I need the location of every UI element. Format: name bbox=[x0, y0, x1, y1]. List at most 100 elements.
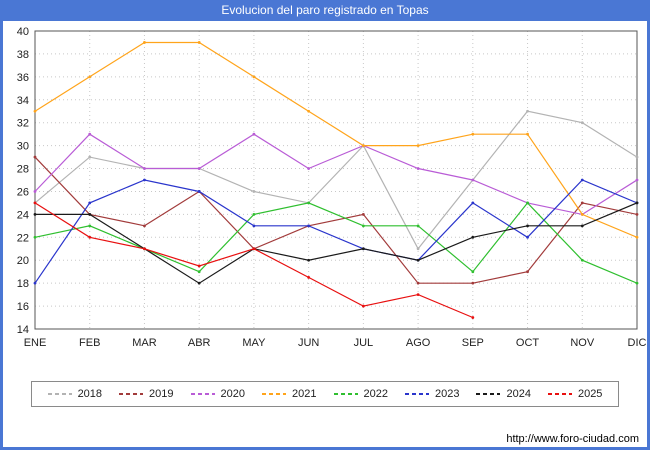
series-2025-point bbox=[307, 276, 311, 279]
series-2018-point bbox=[88, 155, 92, 159]
series-2019-point bbox=[635, 212, 639, 216]
series-2018-point bbox=[635, 155, 639, 159]
series-2025-point bbox=[88, 235, 92, 239]
legend-item-2023: 2023 bbox=[404, 388, 459, 400]
legend-swatch-2019 bbox=[119, 393, 144, 395]
series-2023-point bbox=[307, 224, 311, 228]
legend-item-2020: 2020 bbox=[190, 388, 245, 400]
series-2023-line bbox=[34, 179, 638, 284]
series-2021-point bbox=[580, 212, 584, 216]
series-2021-point bbox=[252, 75, 256, 79]
series-2020-point bbox=[307, 167, 311, 170]
series-2020-point bbox=[471, 178, 475, 182]
series-2018 bbox=[33, 109, 639, 251]
series-2022-point bbox=[580, 258, 584, 262]
series-2021-line bbox=[34, 41, 638, 238]
series-2019-point bbox=[361, 212, 365, 216]
series-2018-point bbox=[416, 247, 420, 251]
series-2024-point bbox=[526, 224, 529, 228]
series-2022-point bbox=[471, 270, 475, 274]
series-2023-point bbox=[252, 224, 256, 228]
legend-item-2025: 2025 bbox=[547, 388, 603, 400]
series-2020-point bbox=[33, 190, 37, 193]
svg-text:FEB: FEB bbox=[79, 337, 100, 349]
svg-text:18: 18 bbox=[17, 278, 29, 290]
legend-item-2022: 2022 bbox=[333, 388, 388, 400]
series-2024-point bbox=[197, 281, 201, 285]
series-2020-point bbox=[252, 132, 256, 136]
svg-text:AGO: AGO bbox=[406, 337, 431, 349]
legend-item-2024: 2024 bbox=[476, 388, 531, 400]
legend-swatch-2022 bbox=[333, 393, 358, 395]
series-2024-point bbox=[416, 258, 420, 262]
series-2024-point bbox=[635, 201, 639, 205]
legend-swatch-2023 bbox=[404, 393, 429, 395]
chart-title: Evolucion del paro registrado en Topas bbox=[0, 0, 650, 21]
svg-text:NOV: NOV bbox=[570, 337, 595, 349]
legend-swatch-2018 bbox=[47, 393, 72, 395]
svg-text:MAY: MAY bbox=[242, 337, 266, 349]
legend-label-2018: 2018 bbox=[77, 388, 103, 400]
chart-panel: 14 16 18 20 22 24 26 28 30 32 34 36 38 40 ENE FEB MAR ABR… bbox=[3, 21, 647, 447]
legend-swatch-2025 bbox=[547, 393, 572, 395]
y-axis-labels: 14 16 18 20 22 24 26 28 30 32 34 36 38 40 bbox=[17, 26, 29, 336]
series-2022-point bbox=[416, 224, 420, 228]
series-2024-line bbox=[35, 202, 638, 284]
series-2023-point bbox=[197, 190, 201, 193]
legend-label-2025: 2025 bbox=[577, 388, 603, 400]
series-2021-point bbox=[307, 109, 311, 113]
series-2021-point bbox=[88, 75, 92, 79]
series-2022-point bbox=[361, 224, 365, 228]
svg-text:30: 30 bbox=[17, 141, 29, 153]
legend-item-2018: 2018 bbox=[47, 388, 103, 400]
series-2022-point bbox=[252, 212, 256, 216]
series-2022-point bbox=[88, 224, 92, 228]
gridlines bbox=[34, 30, 638, 330]
series-2023-point bbox=[88, 201, 92, 205]
svg-text:28: 28 bbox=[17, 164, 29, 176]
legend-item-2021: 2021 bbox=[262, 388, 317, 400]
x-axis-labels: ENE FEB MAR ABR MAY JUN JUL AGO SEP OCT NOV DIC bbox=[24, 337, 647, 349]
footer: http://www.foro-ciudad.com bbox=[506, 433, 639, 445]
svg-text:ABR: ABR bbox=[188, 337, 211, 349]
legend-swatch-2024 bbox=[476, 393, 501, 395]
legend-label-2019: 2019 bbox=[149, 388, 174, 400]
svg-text:JUN: JUN bbox=[298, 337, 319, 349]
legend-swatch-2021 bbox=[262, 393, 287, 395]
series-2021-point bbox=[471, 132, 475, 136]
series-2024-point bbox=[361, 247, 365, 251]
legend-label-2024: 2024 bbox=[506, 388, 531, 400]
series-2022-line bbox=[34, 201, 638, 284]
series-2022-point bbox=[635, 281, 639, 285]
svg-text:40: 40 bbox=[17, 26, 29, 38]
svg-text:20: 20 bbox=[17, 255, 29, 267]
svg-text:34: 34 bbox=[17, 95, 29, 107]
svg-text:26: 26 bbox=[17, 186, 29, 198]
series-2019-point bbox=[416, 281, 420, 285]
svg-text:SEP: SEP bbox=[462, 337, 484, 349]
series-2025-point bbox=[416, 293, 420, 297]
series-2022-point bbox=[307, 201, 311, 205]
series-2023-point bbox=[526, 235, 529, 239]
series-2021-point bbox=[197, 41, 201, 44]
series-2019-point bbox=[580, 201, 584, 205]
legend-item-2019: 2019 bbox=[119, 388, 174, 400]
series-2018-point bbox=[580, 121, 584, 125]
series-2018-point bbox=[252, 190, 256, 193]
series-2022-point bbox=[33, 235, 37, 239]
series-2019-point bbox=[33, 155, 37, 159]
series-2025-point bbox=[143, 247, 146, 251]
series-2020-point bbox=[635, 178, 639, 182]
series-2021-point bbox=[361, 144, 365, 148]
series-2020-point bbox=[416, 167, 420, 170]
series-2025-point bbox=[33, 201, 37, 205]
series-2025-point bbox=[197, 264, 201, 268]
series-2025 bbox=[33, 201, 475, 319]
chart-legend: 2018 2019 2020 2021 2022 2023 2024 2025 bbox=[30, 381, 620, 407]
series-2025-point bbox=[252, 247, 256, 251]
series-2025-point bbox=[361, 304, 365, 308]
series-2020-line bbox=[34, 133, 638, 216]
footer-link[interactable]: http://www.foro-ciudad.com bbox=[506, 433, 639, 445]
series-2025-point bbox=[471, 316, 475, 319]
